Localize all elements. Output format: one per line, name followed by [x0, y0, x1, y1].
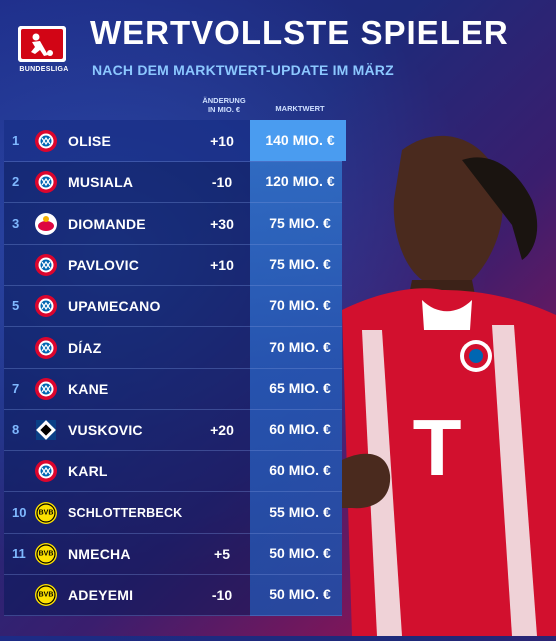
market-value: 55 MIO. €: [269, 503, 331, 520]
player-name: PAVLOVIC: [68, 256, 140, 273]
market-value: 65 MIO. €: [269, 379, 331, 396]
column-header-change-line1: ÄNDERUNG: [202, 96, 246, 105]
svg-text:BVB: BVB: [39, 592, 54, 599]
player-image: T: [342, 130, 556, 636]
market-value: 120 MIO. €: [265, 173, 335, 190]
bvb-crest-icon: BVB: [34, 542, 58, 566]
table-row: 10 BVB SCHLOTTERBECK 55 MIO. €: [4, 492, 342, 534]
rank-number: 5: [12, 298, 20, 314]
player-name: DÍAZ: [68, 339, 102, 356]
rank-number: 8: [12, 422, 20, 438]
market-value: 50 MIO. €: [269, 586, 331, 603]
value-column-background: [250, 120, 342, 616]
table-row: 8 VUSKOVIC +20 60 MIO. €: [4, 409, 342, 452]
leipzig-crest-icon: [34, 212, 58, 236]
player-name: DIOMANDE: [68, 215, 146, 232]
player-name: MUSIALA: [68, 174, 134, 191]
column-header-change: ÄNDERUNG IN MIO. €: [192, 96, 256, 114]
market-value: 75 MIO. €: [269, 214, 331, 231]
bayern-crest-icon: [34, 459, 58, 483]
bvb-crest-icon: BVB: [34, 501, 58, 525]
table-row: 11 BVB NMECHA +5 50 MIO. €: [4, 533, 342, 575]
market-value: 60 MIO. €: [269, 421, 331, 438]
table-row: PAVLOVIC +10 75 MIO. €: [4, 244, 342, 286]
player-name: NMECHA: [68, 546, 131, 562]
market-value: 140 MIO. €: [265, 132, 335, 148]
value-change: +5: [214, 546, 230, 562]
page-title: WERTVOLLSTE SPIELER: [90, 14, 509, 51]
player-name: VUSKOVIC: [68, 422, 143, 439]
player-name: SCHLOTTERBECK: [68, 505, 183, 520]
bayern-crest-icon: [34, 294, 58, 318]
table-row: 3 DIOMANDE +30 75 MIO. €: [4, 203, 342, 245]
table-row: 5 UPAMECANO 70 MIO. €: [4, 285, 342, 328]
value-change: +10: [210, 256, 234, 273]
value-change: -10: [211, 174, 233, 191]
value-change: -10: [211, 587, 233, 604]
highlight-value-box: [250, 120, 346, 161]
market-value: 60 MIO. €: [269, 462, 331, 479]
logo-text: BUNDESLIGA: [19, 66, 69, 73]
table-row: DÍAZ 70 MIO. €: [4, 327, 342, 369]
player-name: KANE: [68, 380, 109, 397]
bayern-crest-icon: [34, 253, 58, 277]
bayern-crest-icon: [34, 170, 58, 194]
rank-number: 1: [12, 133, 20, 148]
value-change: +20: [210, 422, 234, 439]
table-row: 7 KANE 65 MIO. €: [4, 368, 342, 410]
bayern-crest-icon: [34, 129, 58, 153]
rank-number: 2: [12, 174, 20, 190]
table-row: 2 MUSIALA -10 120 MIO. €: [4, 161, 342, 204]
market-value: 70 MIO. €: [269, 297, 331, 314]
rank-number: 7: [12, 380, 20, 396]
market-value: 75 MIO. €: [269, 255, 331, 272]
column-header-change-line2: IN MIO. €: [207, 105, 241, 114]
bundesliga-logo: [18, 26, 66, 62]
player-name: KARL: [68, 463, 108, 480]
value-change: +30: [210, 215, 234, 232]
bayern-crest-icon: [34, 336, 58, 360]
table-row: BVB ADEYEMI -10 50 MIO. €: [4, 574, 342, 617]
value-change: +10: [210, 133, 234, 149]
player-name: ADEYEMI: [68, 587, 134, 604]
rank-number: 10: [12, 504, 27, 520]
market-value: 50 MIO. €: [269, 545, 331, 561]
rank-number: 3: [12, 215, 20, 231]
table-row: 1 OLISE +10 140 MIO. €: [4, 120, 346, 162]
player-name: UPAMECANO: [68, 298, 161, 315]
table-row: KARL 60 MIO. €: [4, 450, 342, 493]
hsv-crest-icon: [34, 418, 58, 442]
svg-text:BVB: BVB: [39, 509, 54, 516]
rank-number: 11: [12, 546, 26, 561]
svg-text:BVB: BVB: [39, 551, 54, 558]
player-name: OLISE: [68, 133, 112, 149]
column-header-value: MARKTWERT: [275, 104, 325, 113]
bayern-crest-icon: [34, 377, 58, 401]
svg-text:T: T: [413, 403, 462, 492]
bvb-crest-icon: BVB: [34, 583, 58, 607]
page-subtitle: NACH DEM MARKTWERT-UPDATE IM MÄRZ: [92, 62, 394, 78]
market-value: 70 MIO. €: [269, 338, 331, 355]
